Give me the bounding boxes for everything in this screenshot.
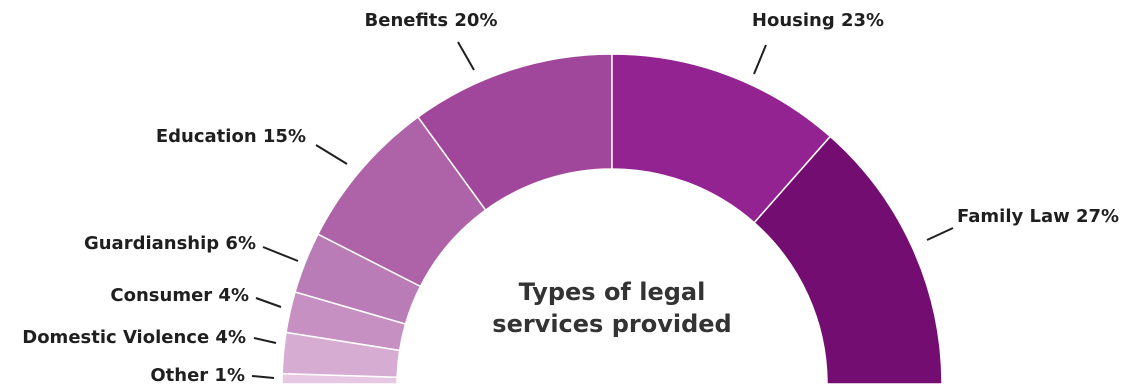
leader-line-family-law	[926, 227, 954, 241]
slice-label-consumer: Consumer 4%	[110, 285, 249, 306]
chart-title-line-1: Types of legal	[519, 278, 706, 306]
slice-labels-group: Other 1% Domestic Violence 4% Consumer 4% G…	[22, 10, 1119, 384]
leader-line-education	[315, 144, 348, 165]
slices-group	[281, 53, 943, 384]
slice-label-housing: Housing 23%	[752, 10, 884, 31]
slice-label-other: Other 1%	[150, 365, 245, 384]
leader-line-other	[251, 375, 275, 379]
leader-line-domestic-violence	[253, 337, 277, 344]
slice-label-guardianship: Guardianship 6%	[84, 233, 256, 254]
slice-label-benefits: Benefits 20%	[365, 10, 498, 31]
leader-line-benefits	[457, 41, 475, 71]
slice-label-family-law: Family Law 27%	[957, 206, 1119, 227]
leader-lines-group	[251, 41, 954, 379]
leader-line-housing	[753, 44, 767, 75]
slice-label-domestic-violence: Domestic Violence 4%	[22, 327, 246, 348]
slice-label-education: Education 15%	[156, 126, 306, 147]
leader-line-guardianship	[262, 246, 299, 262]
leader-line-consumer	[255, 297, 282, 308]
chart-title-line-2: services provided	[492, 310, 731, 338]
